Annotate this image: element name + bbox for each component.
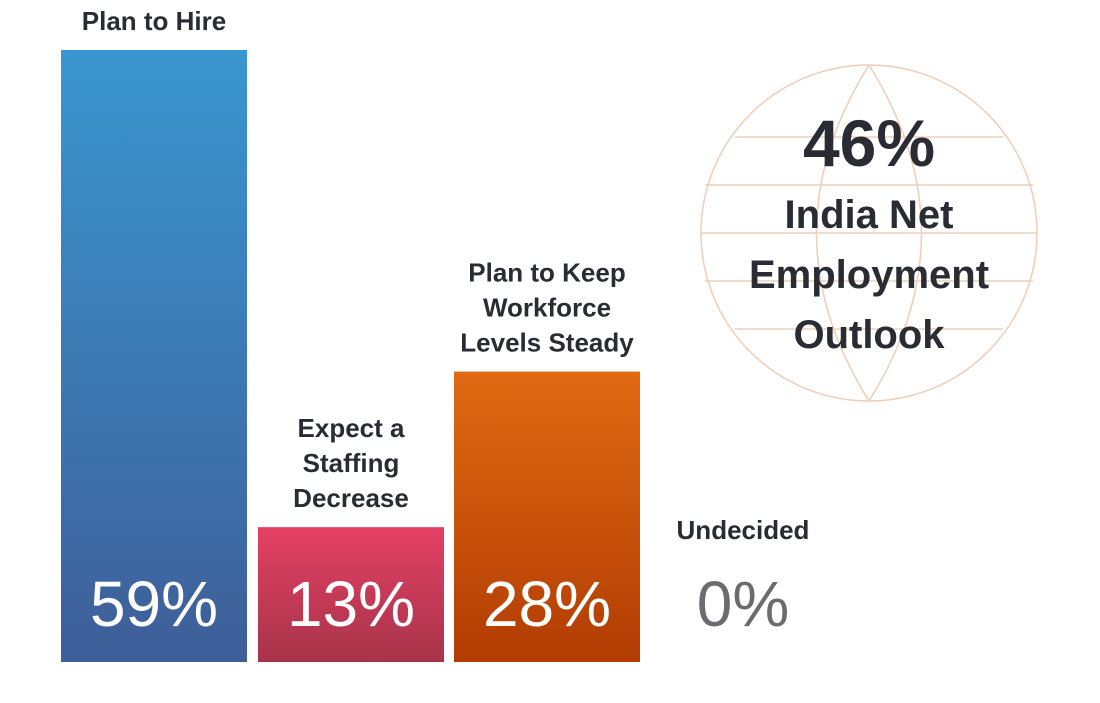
bar-staffing-decrease xyxy=(258,527,444,662)
outlook-label-line-1: India Net xyxy=(785,193,954,237)
category-label-staffing-decrease-line-3: Decrease xyxy=(293,483,409,513)
category-label-keep-steady-line-3: Levels Steady xyxy=(460,328,634,358)
value-label-keep-steady: 28% xyxy=(483,568,611,640)
bar-plan-to-hire xyxy=(61,50,247,662)
bar-series: Plan to Hire 59% Expect a Staffing Decrease 1… xyxy=(61,6,809,662)
category-label-keep-steady-line-1: Plan to Keep xyxy=(468,258,625,288)
value-label-plan-to-hire: 59% xyxy=(90,568,218,640)
outlook-label-line-2: Employment xyxy=(749,253,989,297)
outlook-label-line-3: Outlook xyxy=(793,313,945,357)
category-label-plan-to-hire-line-1: Plan to Hire xyxy=(82,6,226,36)
category-label-staffing-decrease-line-2: Staffing xyxy=(303,448,400,478)
globe-icon xyxy=(700,64,1038,402)
value-label-undecided: 0% xyxy=(697,568,790,640)
outlook-value: 46% xyxy=(803,106,935,180)
bar-keep-steady xyxy=(454,371,640,662)
category-label-staffing-decrease-line-1: Expect a xyxy=(298,413,405,443)
value-label-staffing-decrease: 13% xyxy=(287,568,415,640)
category-label-keep-steady-line-2: Workforce xyxy=(483,293,611,323)
category-label-undecided-line-1: Undecided xyxy=(677,515,810,545)
